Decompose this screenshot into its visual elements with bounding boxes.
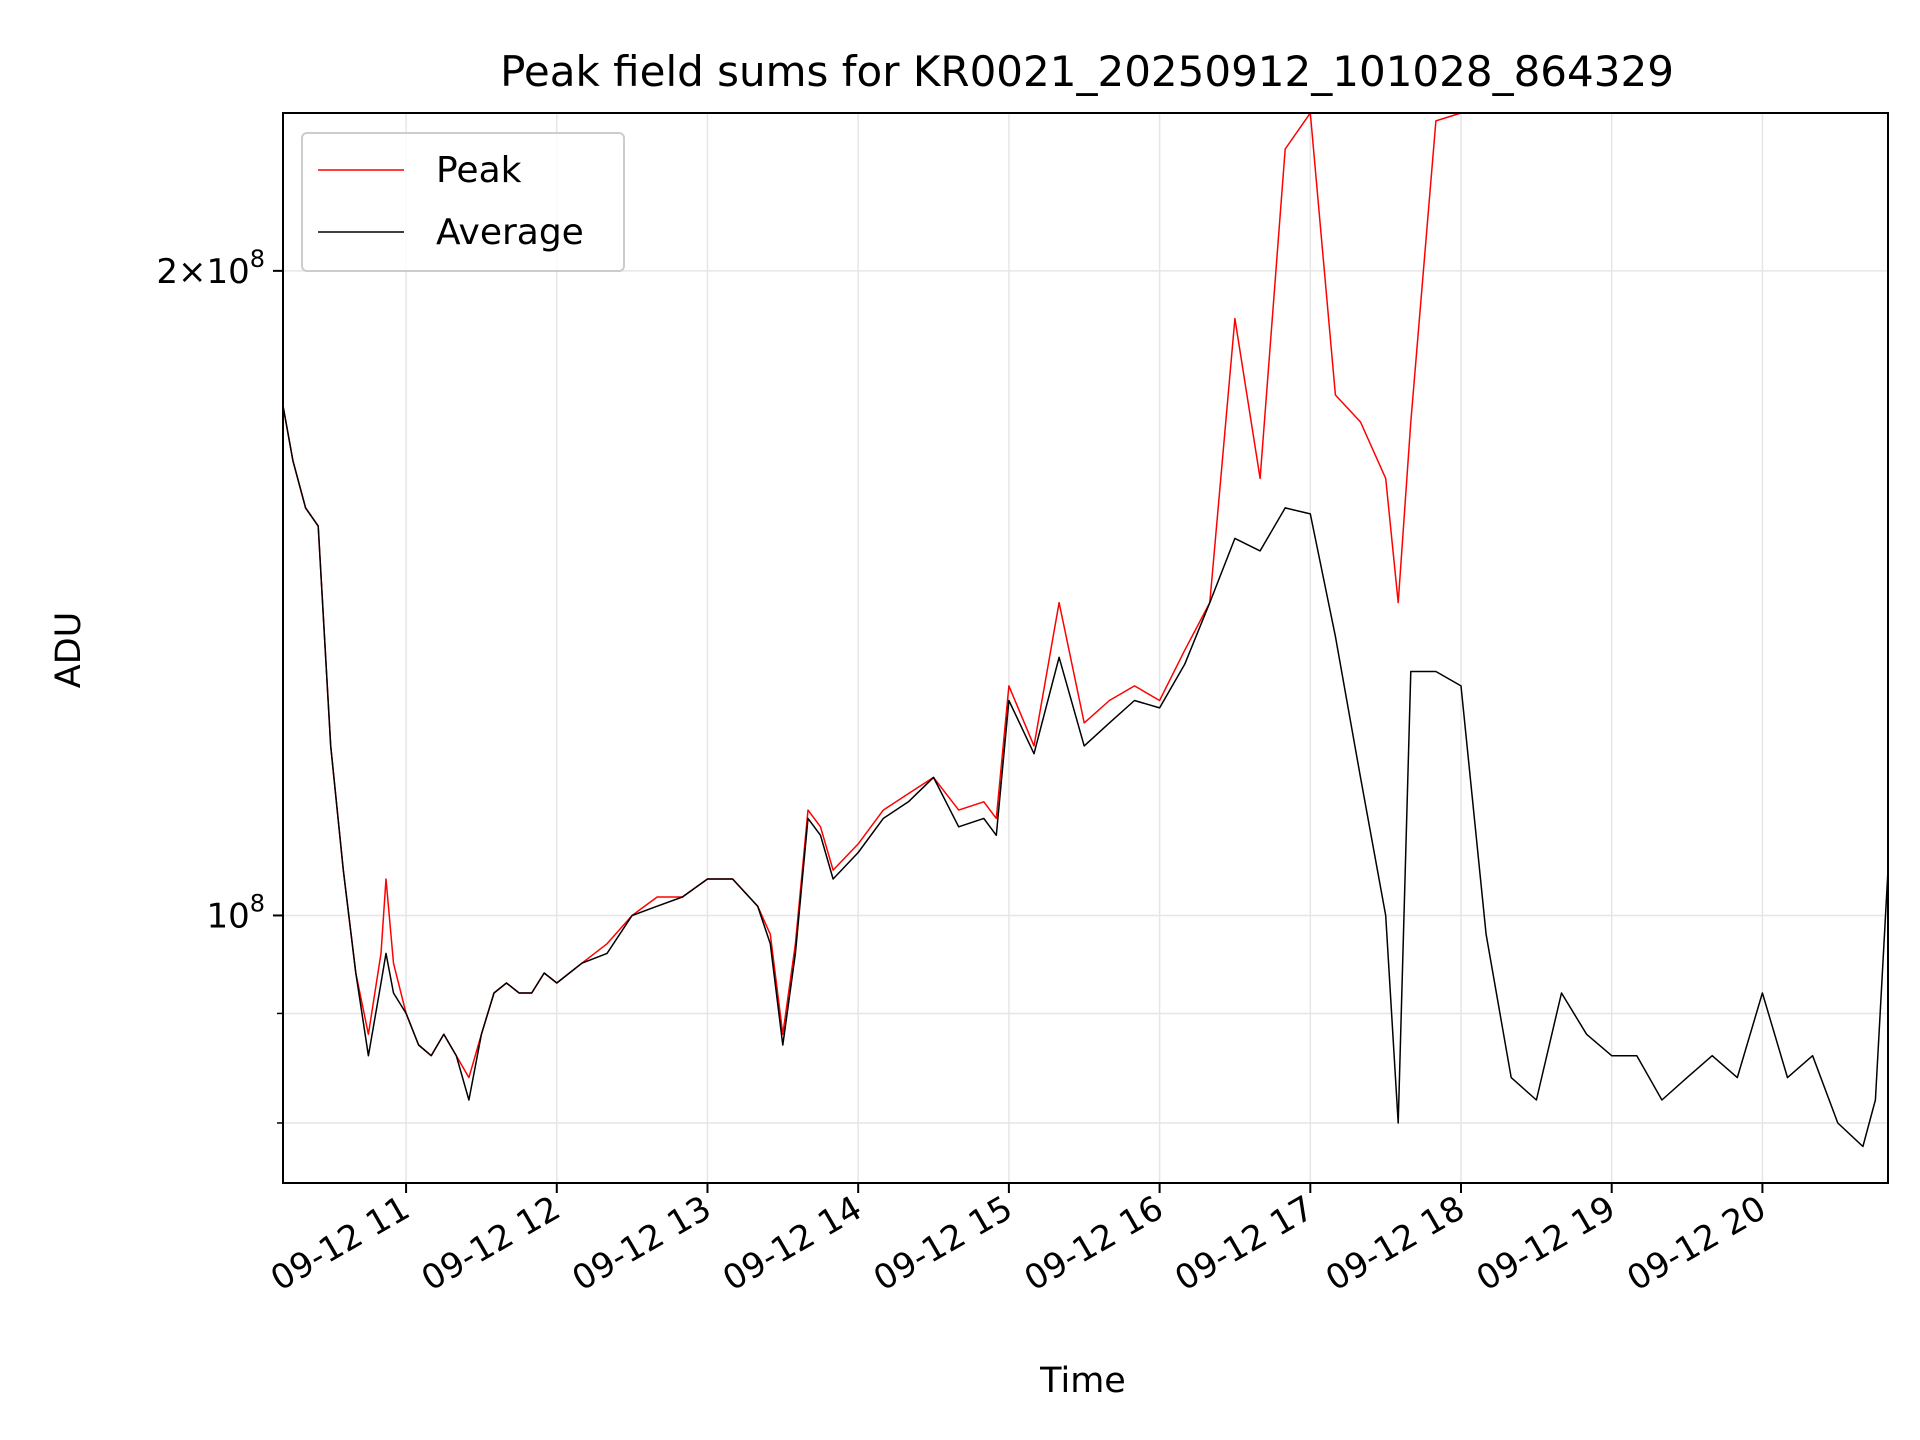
y-tick-label: 2×108	[156, 245, 265, 292]
series-line-average	[283, 405, 1888, 1148]
x-axis-label: Time	[1039, 1361, 1126, 1401]
series-layer	[283, 113, 1888, 1148]
chart-title: Peak field sums for KR0021_20250912_1010…	[500, 47, 1674, 96]
y-axis: 2×108 108	[156, 245, 283, 1124]
legend-label-peak: Peak	[436, 150, 522, 191]
legend: Peak Average	[301, 132, 625, 272]
grid	[283, 113, 1888, 1183]
legend-label-average: Average	[436, 212, 584, 253]
legend-box	[301, 132, 625, 272]
plot-frame	[282, 112, 1889, 1184]
y-tick-label: 108	[206, 889, 265, 936]
y-axis-label: ADU	[49, 612, 89, 689]
